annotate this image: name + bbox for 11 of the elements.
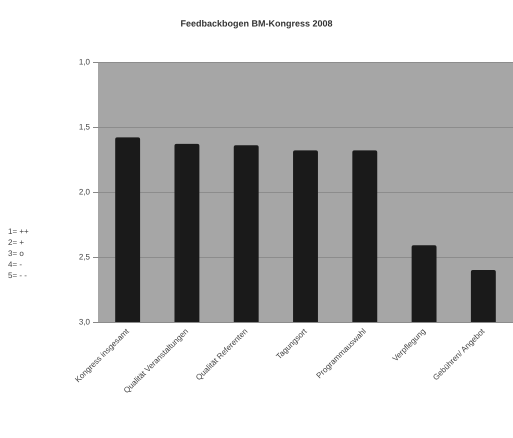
y-tick-label: 2,0 bbox=[78, 188, 91, 196]
chart-title: Feedbackbogen BM-Kongress 2008 bbox=[180, 18, 333, 28]
y-tick-label: 1,5 bbox=[78, 122, 91, 132]
y-tick-label: 3,0 bbox=[78, 318, 91, 326]
text: 2= + bbox=[8, 237, 26, 248]
text: 3= o bbox=[8, 248, 25, 259]
text: 4= - bbox=[8, 259, 24, 270]
y-tick-label: 1,0 bbox=[78, 58, 91, 66]
y-tick-label: 2,5 bbox=[78, 252, 91, 262]
text: 5= - - bbox=[8, 270, 28, 281]
text: 1= ++ bbox=[8, 226, 29, 237]
